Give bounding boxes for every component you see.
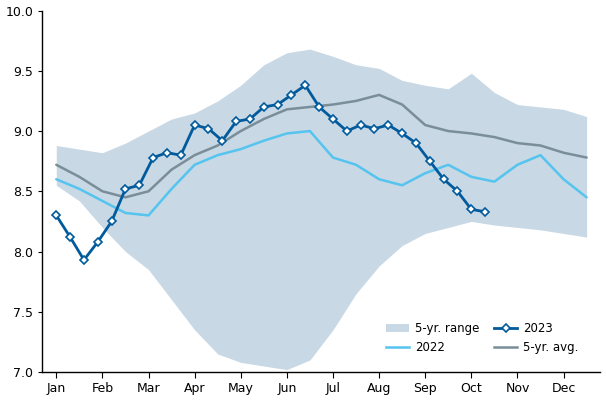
Legend: 5-yr. range, 2022, 2023, 5-yr. avg.: 5-yr. range, 2022, 2023, 5-yr. avg. — [381, 318, 584, 359]
